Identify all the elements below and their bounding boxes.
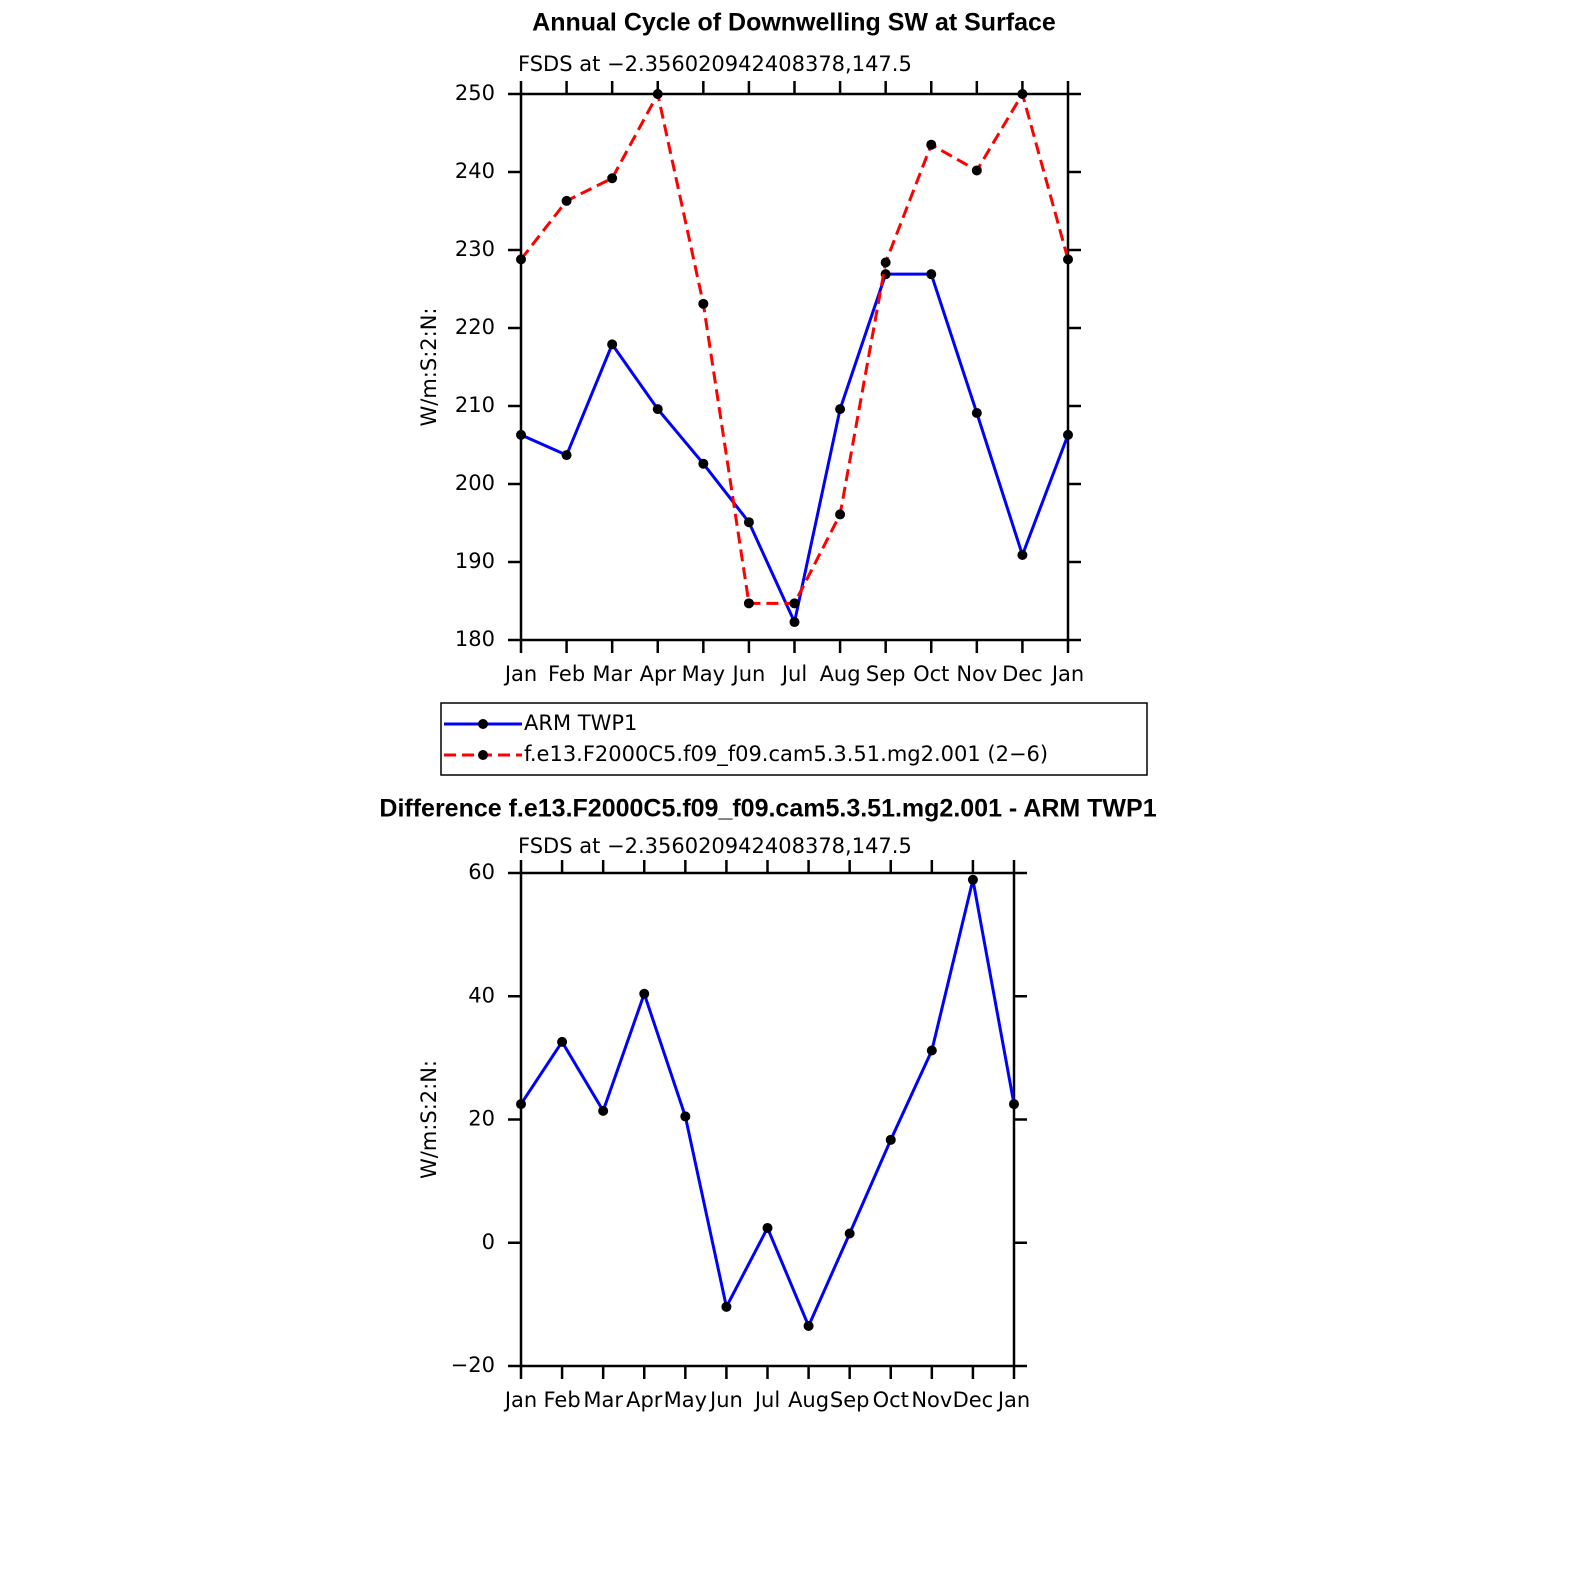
series-line bbox=[519, 879, 1016, 1330]
x-tick-label: Aug bbox=[788, 1388, 829, 1412]
y-tick-label: −20 bbox=[451, 1353, 495, 1377]
x-tick-label: Dec bbox=[953, 1388, 994, 1412]
data-point bbox=[652, 89, 663, 99]
data-point bbox=[516, 1099, 526, 1110]
legend-marker bbox=[478, 719, 488, 729]
y-tick-label: 230 bbox=[455, 237, 495, 261]
x-tick-label: May bbox=[664, 1388, 707, 1412]
data-point bbox=[762, 1222, 773, 1233]
data-point bbox=[926, 1045, 937, 1056]
data-point bbox=[1063, 429, 1073, 440]
plot-frame bbox=[519, 871, 1016, 1368]
data-point bbox=[680, 1111, 691, 1122]
y-tick-label: 0 bbox=[482, 1230, 495, 1254]
data-point bbox=[743, 517, 754, 528]
y-axis-label: W/m:S:2:N: bbox=[417, 308, 441, 427]
y-tick-label: 200 bbox=[455, 471, 495, 495]
x-tick-label: Nov bbox=[956, 662, 997, 686]
x-tick-label: Apr bbox=[626, 1388, 663, 1412]
legend-box bbox=[440, 702, 1148, 776]
data-point bbox=[1009, 1099, 1019, 1110]
chart-title: Difference f.e13.F2000C5.f09_f09.cam5.3.… bbox=[379, 795, 1156, 823]
x-tick-label: Jun bbox=[731, 662, 766, 686]
y-tick-label: 60 bbox=[468, 860, 495, 884]
data-point bbox=[880, 257, 891, 268]
data-point bbox=[885, 1134, 896, 1145]
x-tick-label: Dec bbox=[1002, 662, 1043, 686]
data-point bbox=[561, 450, 572, 461]
data-point bbox=[607, 339, 618, 350]
x-tick-label: Nov bbox=[911, 1388, 952, 1412]
x-tick-label: Jul bbox=[780, 662, 807, 686]
data-point bbox=[1017, 549, 1028, 560]
y-axis-label: W/m:S:2:N: bbox=[417, 1060, 441, 1179]
x-tick-label: Jan bbox=[1050, 662, 1084, 686]
x-tick-label: Feb bbox=[548, 662, 585, 686]
data-point bbox=[971, 165, 982, 176]
x-tick-label: Mar bbox=[583, 1388, 623, 1412]
data-point bbox=[789, 598, 800, 609]
x-tick-label: Oct bbox=[873, 1388, 909, 1412]
x-tick-label: May bbox=[682, 662, 725, 686]
x-tick-label: Sep bbox=[866, 662, 906, 686]
data-point bbox=[844, 1228, 855, 1239]
data-point bbox=[698, 458, 709, 469]
legend-label: ARM TWP1 bbox=[524, 711, 637, 735]
data-point bbox=[607, 173, 618, 184]
data-point bbox=[967, 874, 978, 885]
data-point bbox=[698, 298, 709, 309]
x-tick-label: Jan bbox=[503, 1388, 537, 1412]
chart-subtitle: FSDS at −2.356020942408378,147.5 bbox=[518, 52, 912, 76]
y-tick-label: 190 bbox=[455, 549, 495, 573]
y-tick-label: 240 bbox=[455, 159, 495, 183]
y-tick-label: 220 bbox=[455, 315, 495, 339]
y-tick-label: 210 bbox=[455, 393, 495, 417]
data-point bbox=[1017, 89, 1028, 99]
data-point bbox=[926, 139, 937, 150]
data-point bbox=[1063, 254, 1073, 265]
data-point bbox=[516, 254, 526, 265]
chart-title: Annual Cycle of Downwelling SW at Surfac… bbox=[532, 9, 1056, 37]
x-tick-label: Jan bbox=[503, 662, 537, 686]
data-point bbox=[561, 195, 572, 206]
data-point bbox=[721, 1301, 732, 1312]
data-point bbox=[835, 404, 846, 415]
data-point bbox=[835, 509, 846, 520]
x-tick-label: Jul bbox=[753, 1388, 780, 1412]
series-line bbox=[520, 272, 1070, 627]
series-line bbox=[519, 89, 1070, 605]
x-tick-label: Mar bbox=[592, 662, 632, 686]
x-tick-label: Oct bbox=[913, 662, 949, 686]
data-point bbox=[557, 1036, 568, 1047]
chart-subtitle: FSDS at −2.356020942408378,147.5 bbox=[518, 834, 912, 858]
data-point bbox=[971, 408, 982, 419]
x-tick-label: Aug bbox=[820, 662, 861, 686]
data-point bbox=[926, 269, 937, 280]
x-tick-label: Apr bbox=[640, 662, 677, 686]
data-point bbox=[652, 404, 663, 415]
y-tick-label: 250 bbox=[455, 81, 495, 105]
x-tick-label: Sep bbox=[830, 1388, 870, 1412]
legend-label: f.e13.F2000C5.f09_f09.cam5.3.51.mg2.001 … bbox=[524, 742, 1048, 767]
y-tick-label: 20 bbox=[468, 1107, 495, 1131]
y-tick-label: 180 bbox=[455, 627, 495, 651]
x-tick-label: Jan bbox=[996, 1388, 1030, 1412]
x-tick-label: Feb bbox=[543, 1388, 580, 1412]
legend-marker bbox=[478, 750, 488, 760]
data-point bbox=[598, 1105, 609, 1116]
data-point bbox=[743, 598, 754, 609]
x-tick-label: Jun bbox=[708, 1388, 743, 1412]
y-tick-label: 40 bbox=[468, 983, 495, 1007]
data-point bbox=[516, 429, 526, 440]
data-point bbox=[789, 617, 800, 628]
data-point bbox=[639, 988, 650, 999]
data-point bbox=[803, 1320, 814, 1331]
plot-frame bbox=[519, 92, 1070, 642]
